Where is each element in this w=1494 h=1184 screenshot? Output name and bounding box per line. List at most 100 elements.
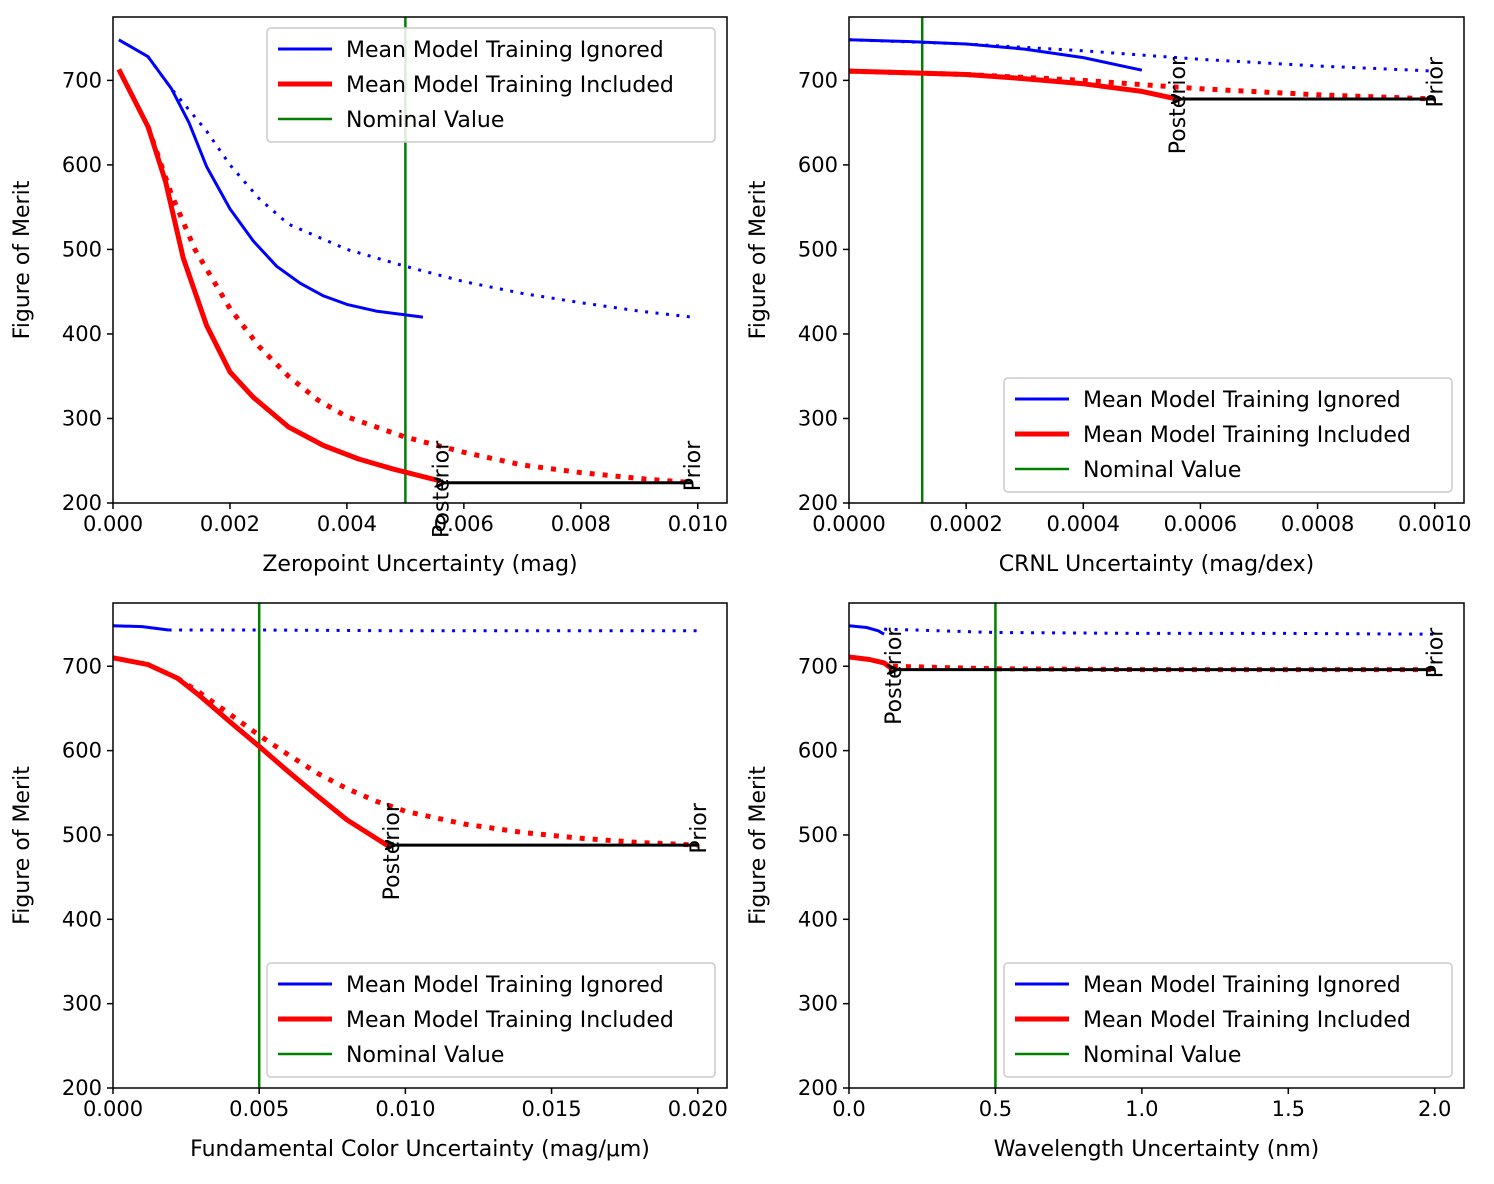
legend-label: Nominal Value: [1083, 1043, 1241, 1068]
annotation-posterior: Posterior: [429, 440, 454, 538]
x-tick-label: 0.0: [832, 1097, 865, 1121]
chart-panel-4: 0.0 0.5 1.0 1.5 2.0 200 300 400 500 600 700 Wavelen…: [746, 602, 1465, 1162]
y-tick-label: 500: [798, 823, 838, 847]
y-tick-label: 600: [798, 739, 838, 763]
series-line-ignored: [113, 624, 169, 632]
y-tick-label: 500: [798, 237, 838, 261]
x-tick-label: 0.015: [522, 1097, 582, 1121]
series-line-ignored: [849, 38, 1143, 72]
annotation-posterior: Posterior: [1166, 56, 1191, 154]
series-line-included: [849, 68, 1178, 102]
x-tick-label: 2.0: [1418, 1097, 1451, 1121]
x-tick-label: 0.0006: [1164, 512, 1237, 536]
x-axis-label: Fundamental Color Uncertainty (mag/μm): [190, 1137, 650, 1162]
series-line-ignored: [849, 624, 885, 636]
x-tick-label: 1.5: [1272, 1097, 1305, 1121]
annotation-posterior: Posterior: [882, 627, 907, 725]
y-tick-label: 500: [62, 823, 102, 847]
y-tick-label: 300: [62, 406, 102, 430]
x-tick-label: 0.008: [551, 512, 611, 536]
axes-frame: [848, 16, 1465, 504]
legend-label: Nominal Value: [1083, 458, 1241, 483]
plot-area: [113, 603, 698, 1088]
series-line-ignored: [118, 38, 424, 319]
legend-label: Mean Model Training Included: [1083, 423, 1411, 448]
series-line-prior-included: [175, 676, 698, 848]
legend: Mean Model Training Ignored Mean Model Tr…: [266, 962, 716, 1078]
x-tick-label: 1.0: [1125, 1097, 1158, 1121]
axes-frame: [112, 602, 728, 1089]
legend-box: [266, 27, 716, 143]
x-tick-label: 0.010: [375, 1097, 435, 1121]
y-tick-label: 200: [62, 1076, 102, 1100]
annotation-prior: Prior: [1424, 627, 1449, 678]
plot-area: [849, 17, 1435, 503]
y-axis-label: Figure of Merit: [746, 180, 771, 339]
axes-frame: [112, 16, 728, 504]
x-tick-label: 0.010: [668, 512, 728, 536]
series-line-prior-included: [145, 126, 693, 486]
y-tick-label: 200: [798, 1076, 838, 1100]
legend-label: Mean Model Training Ignored: [346, 973, 664, 998]
legend-label: Nominal Value: [346, 1043, 504, 1068]
x-tick-label: 0.002: [200, 512, 260, 536]
y-tick-label: 400: [62, 322, 102, 346]
y-tick-label: 700: [62, 68, 102, 92]
y-tick-label: 700: [62, 654, 102, 678]
x-tick-label: 0.0000: [812, 512, 885, 536]
series-line-prior-ignored: [146, 55, 693, 319]
y-tick-label: 400: [798, 907, 838, 931]
legend-box: [266, 962, 716, 1078]
annotation-prior: Prior: [687, 802, 712, 853]
y-tick-label: 400: [798, 322, 838, 346]
y-axis-label: Figure of Merit: [10, 180, 35, 339]
series-line-included: [113, 655, 393, 850]
y-tick-label: 400: [62, 907, 102, 931]
y-tick-label: 700: [798, 654, 838, 678]
legend-label: Mean Model Training Ignored: [1083, 388, 1401, 413]
y-tick-label: 300: [62, 992, 102, 1016]
legend-label: Nominal Value: [346, 108, 504, 133]
chart-panel-1: 0.000 0.002 0.004 0.006 0.008 0.010 200 300 400 5…: [10, 16, 728, 577]
y-tick-label: 500: [62, 237, 102, 261]
legend: Mean Model Training Ignored Mean Model Tr…: [1003, 962, 1453, 1078]
x-tick-label: 0.004: [317, 512, 377, 536]
y-tick-label: 200: [798, 491, 838, 515]
axes-frame: [848, 602, 1465, 1089]
y-tick-label: 600: [62, 153, 102, 177]
y-tick-label: 200: [62, 491, 102, 515]
x-tick-label: 0.0002: [929, 512, 1002, 536]
series-line-prior-ignored: [884, 627, 1435, 636]
x-tick-label: 0.006: [434, 512, 494, 536]
legend-label: Mean Model Training Included: [346, 73, 674, 98]
annotation-posterior: Posterior: [380, 802, 405, 900]
x-axis-label: Wavelength Uncertainty (nm): [994, 1137, 1320, 1162]
legend: Mean Model Training Ignored Mean Model Tr…: [1003, 377, 1453, 493]
legend-label: Mean Model Training Ignored: [1083, 973, 1401, 998]
x-tick-label: 0.5: [979, 1097, 1012, 1121]
legend-label: Mean Model Training Included: [1083, 1008, 1411, 1033]
legend-box: [1003, 377, 1453, 493]
y-tick-label: 600: [62, 739, 102, 763]
x-tick-label: 0.020: [668, 1097, 728, 1121]
x-tick-label: 0.0004: [1047, 512, 1120, 536]
x-tick-label: 0.000: [83, 1097, 143, 1121]
y-axis-label: Figure of Merit: [10, 766, 35, 925]
series-line-prior-ignored: [168, 628, 698, 633]
x-tick-label: 0.0008: [1281, 512, 1354, 536]
y-tick-label: 300: [798, 992, 838, 1016]
x-tick-label: 0.005: [229, 1097, 289, 1121]
annotation-prior: Prior: [1424, 56, 1449, 107]
y-tick-label: 600: [798, 153, 838, 177]
series-line-prior-ignored: [849, 38, 1435, 73]
x-axis-label: CRNL Uncertainty (mag/dex): [999, 552, 1314, 577]
x-tick-label: 0.000: [83, 512, 143, 536]
series-line-included: [116, 68, 442, 484]
legend-box: [1003, 962, 1453, 1078]
x-tick-label: 0.0010: [1398, 512, 1471, 536]
x-axis-label: Zeropoint Uncertainty (mag): [262, 552, 577, 577]
y-tick-label: 300: [798, 406, 838, 430]
y-axis-label: Figure of Merit: [746, 766, 771, 925]
chart-panel-2: 0.0000 0.0002 0.0004 0.0006 0.0008 0.0010 200 3…: [746, 16, 1471, 577]
